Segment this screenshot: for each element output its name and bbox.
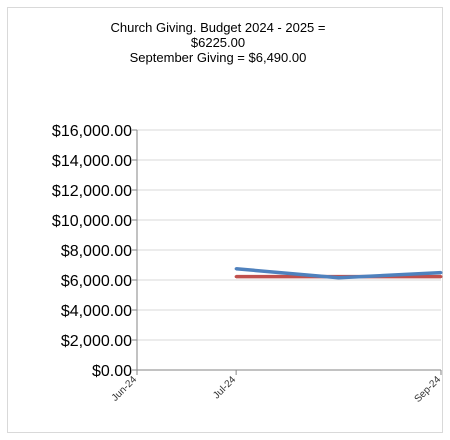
series-1-point-2 [439,271,443,275]
y-tick-label-6: $12,000.00 [52,183,132,200]
series-0-point-2 [439,275,443,279]
series-0-point-0 [234,275,238,279]
chart-title-line-3: September Giving = $6,490.00 [129,50,307,65]
chart-title: Church Giving. Budget 2024 - 2025 = $622… [40,20,396,65]
y-tick-label-5: $10,000.00 [52,213,132,230]
x-tick-label-2: Sep-24 [413,374,444,405]
chart-title-line-1: Church Giving. Budget 2024 - 2025 = [110,20,326,35]
y-tick-label-0: $0.00 [92,363,132,380]
y-tick-label-1: $2,000.00 [61,333,132,350]
y-tick-label-3: $6,000.00 [61,273,132,290]
series-1-point-0 [234,267,238,271]
y-tick-label-2: $4,000.00 [61,303,132,320]
chart-title-line-2: $6225.00 [190,35,246,50]
y-tick-label-8: $16,000.00 [52,123,132,140]
y-tick-label-7: $14,000.00 [52,153,132,170]
series-1-point-1 [337,276,341,280]
y-tick-label-4: $8,000.00 [61,243,132,260]
x-tick-label-1: Jul-24 [211,374,238,401]
